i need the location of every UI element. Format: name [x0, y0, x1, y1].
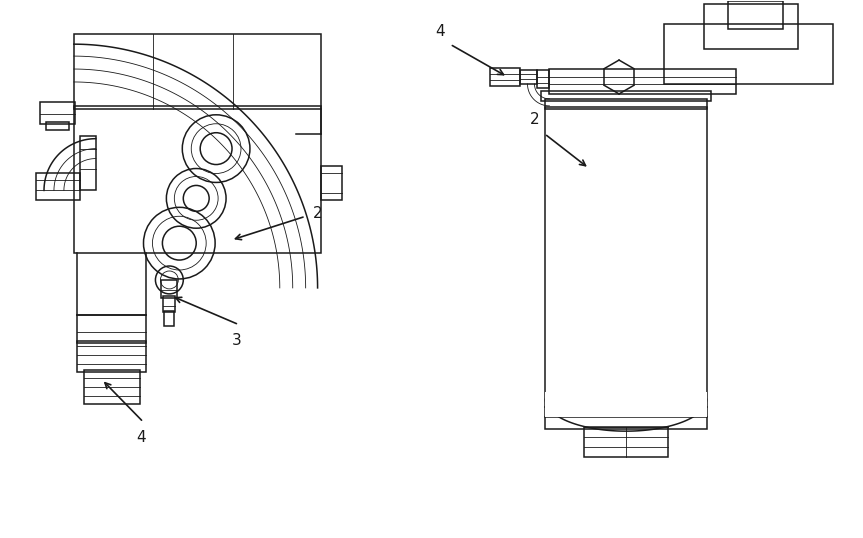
- Bar: [489, 68, 520, 86]
- Bar: [728, 2, 784, 29]
- Bar: [74, 34, 320, 109]
- Bar: [541, 91, 710, 101]
- Bar: [320, 166, 343, 200]
- Bar: [77, 315, 147, 343]
- Bar: [40, 102, 75, 124]
- Text: 4: 4: [136, 430, 147, 445]
- Bar: [84, 371, 140, 404]
- Bar: [545, 107, 707, 429]
- Bar: [703, 4, 798, 49]
- Bar: [74, 106, 320, 253]
- Bar: [161, 280, 177, 298]
- Text: 4: 4: [435, 24, 445, 39]
- Bar: [46, 122, 69, 130]
- Bar: [584, 427, 668, 457]
- Bar: [550, 69, 736, 94]
- Bar: [36, 173, 79, 200]
- Bar: [79, 136, 96, 190]
- Bar: [163, 296, 175, 312]
- Bar: [164, 311, 174, 325]
- Text: 3: 3: [232, 332, 242, 348]
- Bar: [545, 392, 707, 417]
- Bar: [77, 341, 147, 372]
- Bar: [520, 70, 538, 84]
- Text: 2: 2: [530, 112, 539, 127]
- Bar: [545, 99, 707, 109]
- Text: 2: 2: [312, 206, 322, 221]
- Bar: [538, 70, 550, 88]
- Bar: [664, 24, 833, 84]
